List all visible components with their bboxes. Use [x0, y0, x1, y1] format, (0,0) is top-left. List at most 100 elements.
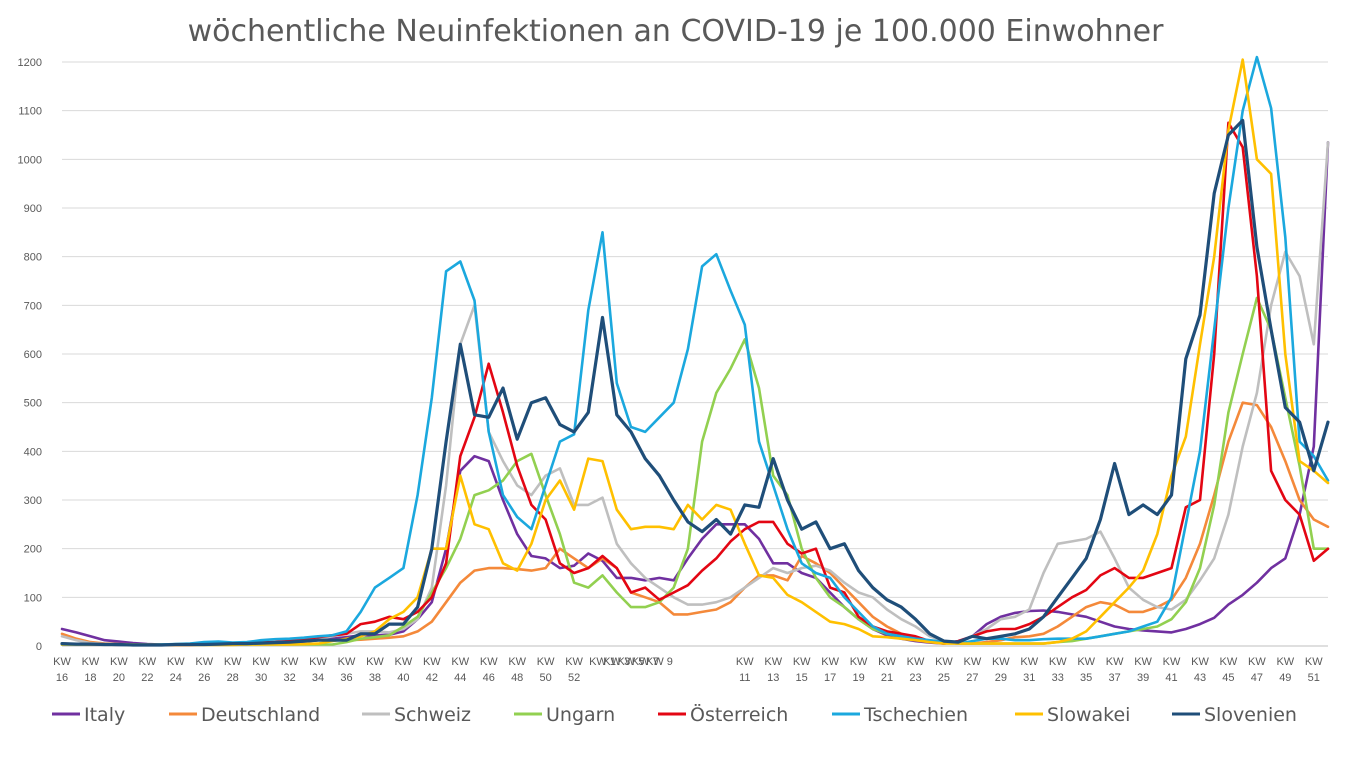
series-line-slovenien — [60, 118, 1330, 647]
legend-label: Tschechien — [863, 704, 968, 726]
y-tick-label: 1200 — [18, 57, 42, 69]
x-tick-label: 29 — [995, 672, 1007, 684]
x-tick-label: KW — [1276, 656, 1294, 668]
x-tick-label: KW — [338, 656, 356, 668]
x-tick-label: KW — [53, 656, 71, 668]
x-tick-label: KW 9 — [646, 656, 673, 668]
x-tick-label: KW — [1305, 656, 1323, 668]
x-tick-label: 48 — [511, 672, 523, 684]
x-tick-label: 26 — [198, 672, 210, 684]
x-tick-label: KW — [451, 656, 469, 668]
series-line-österreich — [60, 121, 1330, 647]
y-tick-label: 400 — [24, 446, 42, 458]
x-tick-label: 40 — [397, 672, 409, 684]
x-tick-label: 15 — [796, 672, 808, 684]
x-tick-label: KW — [1134, 656, 1152, 668]
x-tick-label: KW — [1020, 656, 1038, 668]
series-line-schweiz — [60, 141, 1330, 647]
chart-title: wöchentliche Neuinfektionen an COVID-19 … — [187, 14, 1164, 49]
x-tick-label: 47 — [1251, 672, 1263, 684]
series-line-slowakei — [60, 58, 1330, 647]
x-tick-label: 31 — [1023, 672, 1035, 684]
x-tick-label: 20 — [113, 672, 125, 684]
y-tick-label: 500 — [24, 398, 42, 410]
x-tick-label: KW — [1077, 656, 1095, 668]
x-tick-label: KW — [1220, 656, 1238, 668]
x-tick-label: KW — [423, 656, 441, 668]
x-tick-label: KW — [1248, 656, 1266, 668]
x-tick-label: 18 — [84, 672, 96, 684]
x-tick-label: 51 — [1308, 672, 1320, 684]
x-tick-label: KW — [167, 656, 185, 668]
x-tick-label: 43 — [1194, 672, 1206, 684]
x-tick-label: 44 — [454, 672, 466, 684]
y-tick-label: 600 — [24, 349, 42, 361]
legend-label: Slovenien — [1204, 704, 1297, 726]
x-tick-label: KW 1 — [589, 656, 616, 668]
x-tick-label: KW — [850, 656, 868, 668]
y-tick-label: 200 — [24, 544, 42, 556]
x-tick-label: 11 — [739, 672, 750, 684]
legend-label: Italy — [84, 704, 125, 726]
x-tick-label: 36 — [340, 672, 352, 684]
x-tick-label: 52 — [568, 672, 580, 684]
x-tick-label: 50 — [540, 672, 552, 684]
legend: Italy Deutschland Schweiz Ungarn Österreich T… — [52, 703, 1297, 726]
y-tick-label: 1100 — [18, 106, 42, 118]
y-tick-label: 0 — [36, 641, 42, 653]
x-tick-label: KW — [878, 656, 896, 668]
x-tick-label: 21 — [881, 672, 893, 684]
x-tick-label: 22 — [141, 672, 153, 684]
x-tick-label: 13 — [767, 672, 779, 684]
x-tick-label: KW — [224, 656, 242, 668]
series-lines — [60, 55, 1330, 647]
series-line-deutschland — [60, 401, 1330, 647]
series-line-italy — [60, 141, 1330, 646]
x-tick-label: KW — [1163, 656, 1181, 668]
y-tick-label: 300 — [24, 495, 42, 507]
x-tick-label: KW — [1106, 656, 1124, 668]
x-tick-label: 27 — [966, 672, 978, 684]
x-tick-label: KW — [736, 656, 754, 668]
x-tick-label: KW — [252, 656, 270, 668]
x-tick-label: 28 — [227, 672, 239, 684]
series-line-tschechien — [60, 55, 1330, 647]
x-tick-label: 45 — [1222, 672, 1234, 684]
x-tick-label: 25 — [938, 672, 950, 684]
legend-label: Ungarn — [546, 704, 615, 726]
legend-label: Österreich — [690, 703, 788, 726]
x-tick-label: 42 — [426, 672, 438, 684]
y-tick-label: 100 — [24, 592, 42, 604]
legend-label: Schweiz — [394, 704, 471, 726]
x-tick-label: 37 — [1109, 672, 1121, 684]
x-tick-label: 19 — [852, 672, 864, 684]
x-tick-label: KW — [138, 656, 156, 668]
x-tick-label: KW — [565, 656, 583, 668]
y-tick-label: 1000 — [18, 154, 42, 166]
y-tick-label: 700 — [24, 300, 42, 312]
x-tick-label: 38 — [369, 672, 381, 684]
legend-label: Deutschland — [201, 704, 320, 726]
x-tick-label: 32 — [283, 672, 295, 684]
x-tick-label: KW — [793, 656, 811, 668]
x-tick-label: KW — [537, 656, 555, 668]
x-tick-label: KW — [764, 656, 782, 668]
x-tick-label: KW — [82, 656, 100, 668]
x-tick-label: 46 — [483, 672, 495, 684]
x-tick-label: KW — [195, 656, 213, 668]
series-line-ungarn — [60, 296, 1330, 646]
x-tick-label: KW — [110, 656, 128, 668]
x-tick-label: KW 3 — [603, 656, 630, 668]
x-tick-label: 17 — [824, 672, 836, 684]
x-tick-label: 49 — [1279, 672, 1291, 684]
x-tick-label: 33 — [1052, 672, 1064, 684]
x-tick-label: KW — [366, 656, 384, 668]
x-tick-label: 35 — [1080, 672, 1092, 684]
x-tick-label: KW — [395, 656, 413, 668]
x-tick-label: 16 — [56, 672, 68, 684]
x-tick-label: KW — [964, 656, 982, 668]
gridlines — [62, 61, 1328, 647]
x-tick-label: KW — [1049, 656, 1067, 668]
x-tick-label: 24 — [170, 672, 182, 684]
